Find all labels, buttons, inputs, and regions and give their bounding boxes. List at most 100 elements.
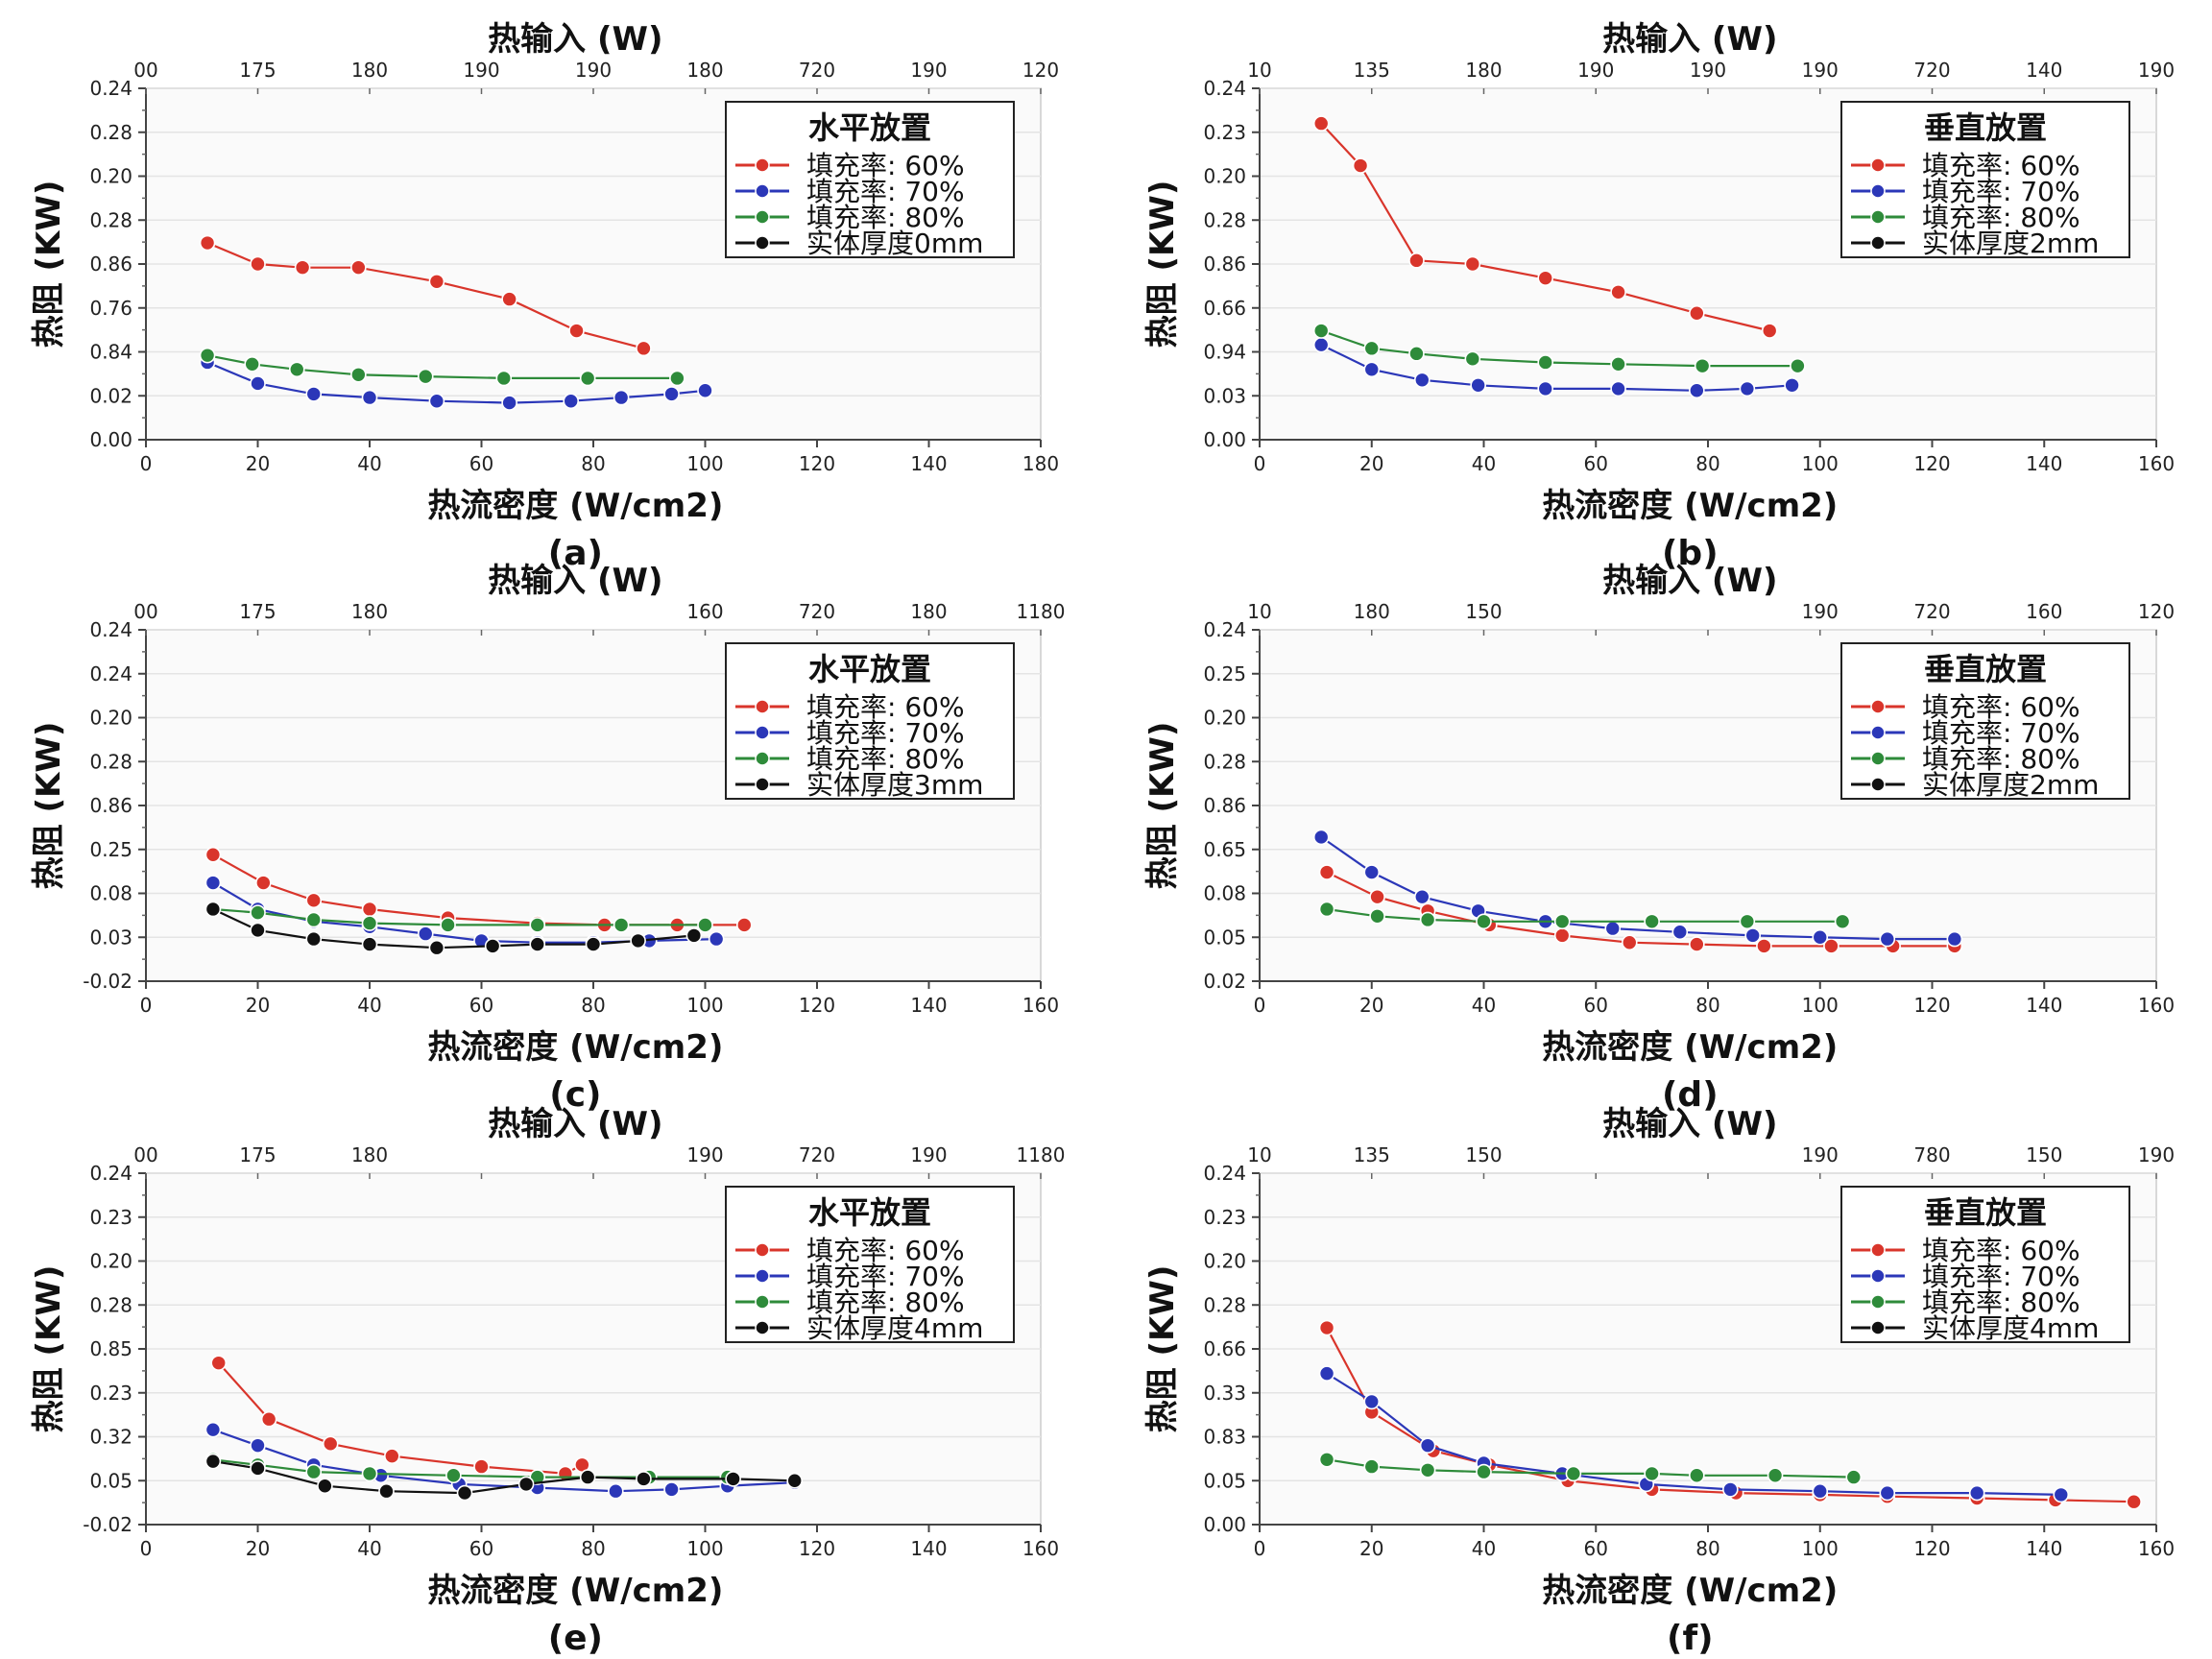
series-line-2 (1326, 907, 1843, 923)
data-point (1621, 934, 1638, 951)
legend-swatch-marker (1870, 777, 1886, 792)
legend-entry: 实体厚度4mm (1922, 1312, 2099, 1344)
y-tick-label: 0.20 (1203, 707, 1246, 730)
legend-swatch-marker (1870, 1294, 1886, 1310)
data-point (305, 1463, 323, 1480)
y-tick-label: 0.28 (89, 1293, 132, 1316)
legend-entry: 填充率: 70% (1922, 717, 2080, 749)
data-point (428, 939, 445, 956)
legend-box (725, 101, 1015, 258)
data-point (613, 389, 630, 406)
x-tick-label: 120 (799, 994, 835, 1017)
data-point (1610, 356, 1626, 373)
data-point (735, 917, 753, 933)
data-point (1610, 380, 1626, 397)
y-tick-label: 0.28 (89, 208, 132, 231)
x-tick-label: 80 (581, 452, 605, 475)
y-tick-label: 0.28 (1203, 208, 1246, 231)
y-tick-label: 0.66 (1203, 297, 1246, 320)
data-point (204, 1453, 222, 1470)
top-tick-label: 190 (910, 1143, 947, 1166)
y-tick-label: 0.20 (89, 707, 132, 730)
top-tick-label: 180 (910, 600, 947, 623)
data-point (204, 846, 222, 863)
legend-swatch-marker (1870, 235, 1886, 251)
data-point (361, 936, 378, 952)
y-tick-label: 0.23 (1203, 121, 1246, 144)
legend-entry: 填充率: 70% (806, 717, 965, 749)
data-point (1879, 1484, 1896, 1502)
x-tick-label: 60 (469, 994, 493, 1017)
data-point (445, 1467, 462, 1484)
y-tick-label: 0.05 (89, 1469, 132, 1492)
data-point (1644, 913, 1660, 930)
data-point (685, 927, 703, 944)
legend-swatch-marker (1870, 1268, 1886, 1284)
y-tick-label: 0.83 (1203, 1426, 1246, 1449)
data-point (585, 936, 602, 952)
data-point (250, 1437, 266, 1454)
legend-entry: 填充率: 80% (806, 743, 965, 775)
y-tick-label: 0.00 (1203, 428, 1246, 451)
y-axis-title: 热阻 (KW) (30, 180, 68, 349)
data-point (1312, 115, 1330, 132)
top-tick-label: 190 (1802, 600, 1839, 623)
top-axis-title: 热输入 (W) (488, 1105, 662, 1143)
data-point (1845, 1469, 1863, 1485)
legend-swatch-marker (1870, 699, 1886, 714)
data-point (1318, 864, 1335, 880)
x-tick-label: 20 (1359, 994, 1383, 1017)
top-tick-label: 780 (1913, 1143, 1950, 1166)
legend-entry: 实体厚度0mm (806, 228, 983, 259)
data-point (204, 1421, 222, 1438)
data-point (1352, 157, 1369, 174)
top-tick-label: 140 (2026, 59, 2062, 82)
x-tick-label: 80 (1695, 1537, 1719, 1560)
legend-entry: 实体厚度2mm (1922, 769, 2099, 801)
data-point (613, 917, 630, 933)
x-tick-label: 60 (1584, 994, 1608, 1017)
top-tick-label: 160 (686, 600, 723, 623)
legend-box (725, 1186, 1015, 1343)
legend-swatch-marker (755, 699, 770, 714)
data-point (1689, 382, 1705, 399)
legend-entry: 填充率: 60% (806, 1235, 965, 1266)
data-point (1464, 255, 1481, 273)
top-tick-label: 190 (1577, 59, 1614, 82)
data-point (1312, 323, 1330, 339)
legend-entry: 填充率: 80% (806, 1286, 965, 1318)
y-tick-label: 0.24 (1203, 618, 1246, 641)
data-point (1834, 913, 1851, 930)
data-point (250, 255, 266, 273)
data-point (1689, 936, 1705, 952)
data-point (1369, 907, 1385, 925)
data-point (2126, 1493, 2142, 1510)
data-point (1812, 1482, 1829, 1500)
y-tick-label: 0.25 (89, 838, 132, 861)
data-point (708, 930, 725, 948)
y-tick-label: 0.20 (89, 165, 132, 188)
data-point (204, 901, 222, 918)
legend-swatch-marker (1870, 751, 1886, 766)
y-tick-label: 0.65 (1203, 838, 1246, 861)
x-tick-label: 60 (469, 452, 493, 475)
legend-entry: 填充率: 60% (1922, 691, 2080, 723)
x-tick-label: 100 (686, 994, 723, 1017)
legend-entry: 填充率: 60% (1922, 1235, 2080, 1266)
data-point (204, 875, 222, 891)
data-point (1812, 928, 1829, 946)
data-point (1946, 930, 1963, 948)
legend-entry: 填充率: 80% (1922, 743, 2080, 775)
data-point (244, 356, 260, 373)
data-point (1312, 336, 1330, 353)
x-tick-label: 100 (686, 452, 723, 475)
legend-title: 水平放置 (808, 1194, 931, 1231)
data-point (1363, 1393, 1381, 1410)
data-point (1694, 357, 1711, 374)
data-point (1739, 913, 1756, 930)
legend-entry: 填充率: 80% (1922, 1286, 2080, 1318)
x-tick-label: 100 (1802, 1537, 1839, 1560)
y-tick-label: 0.28 (89, 750, 132, 773)
